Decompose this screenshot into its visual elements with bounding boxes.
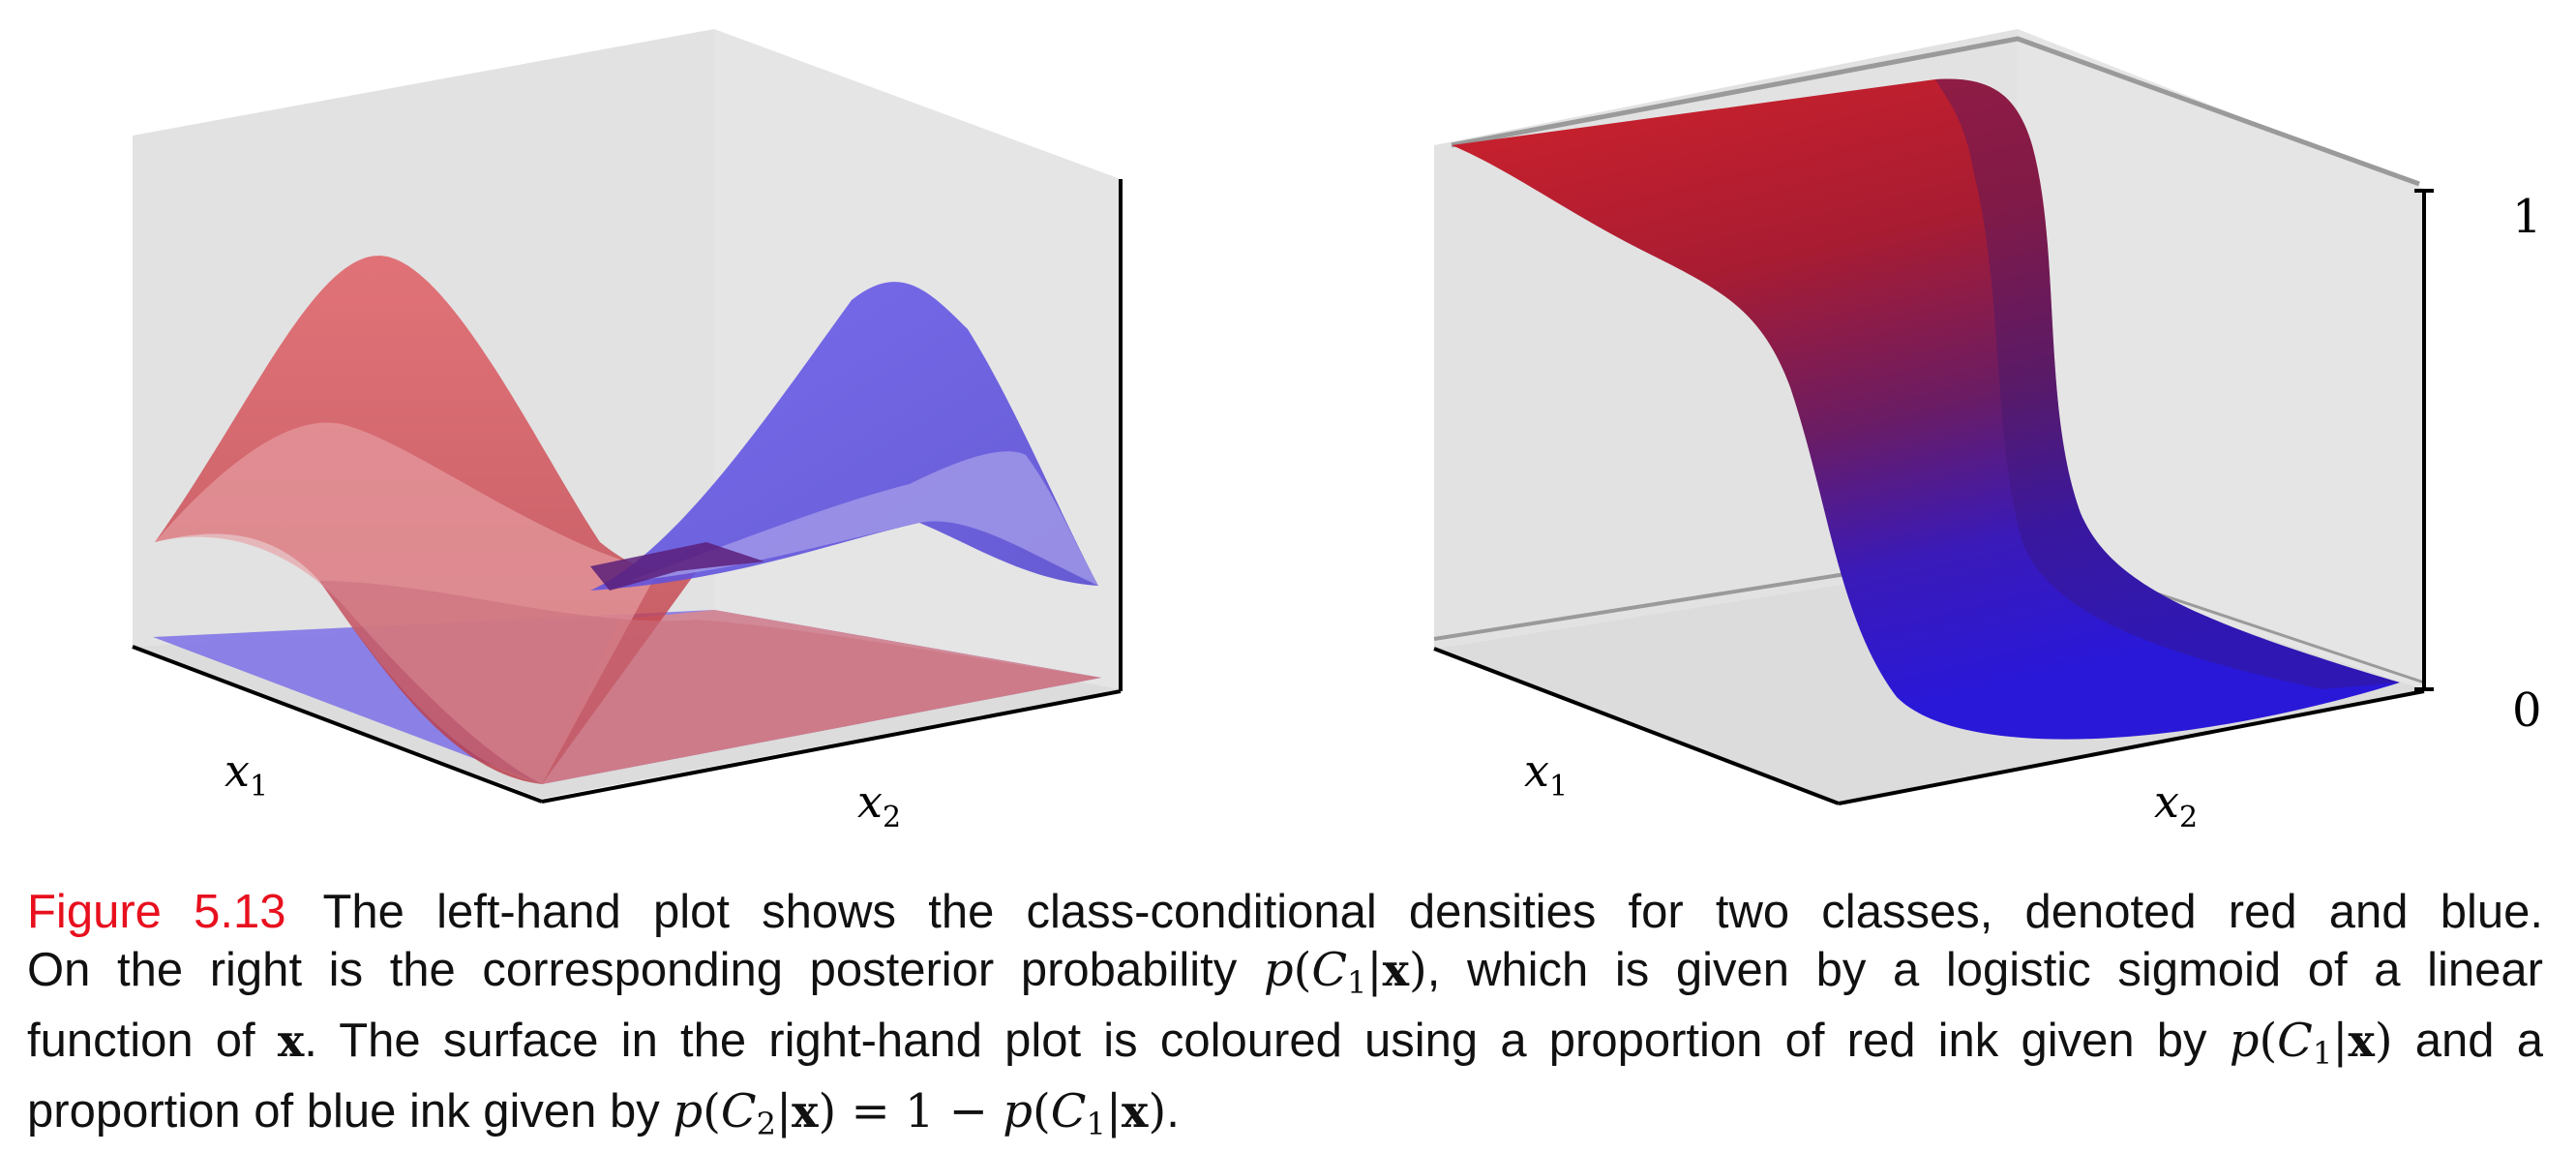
caption-text-3c: and a bbox=[2414, 1015, 2543, 1067]
caption-text-3b: . The surface in the right-hand plot is … bbox=[304, 1015, 2207, 1067]
caption-text-4a: proportion of blue ink given by bbox=[27, 1085, 660, 1138]
math-x: x bbox=[277, 1015, 305, 1067]
left-plot: x1 x2 bbox=[132, 29, 1123, 834]
left-blue-hump-back bbox=[629, 451, 1098, 586]
right-sigmoid-surface bbox=[1452, 78, 2400, 740]
caption-text-2a: On the right is the corresponding poster… bbox=[27, 944, 1238, 996]
right-top-frame bbox=[1451, 36, 2420, 187]
left-red-floor-fold bbox=[319, 581, 1101, 784]
figure-caption: Figure 5.13 The left-hand plot shows the … bbox=[27, 883, 2543, 1153]
caption-text-3a: function of bbox=[27, 1015, 255, 1067]
figure-panels: x1 x2 1 0 x1 x2 bbox=[132, 29, 2542, 834]
right-x2-label: x2 bbox=[2154, 775, 2198, 834]
right-z-tick-label-0: 0 bbox=[2512, 683, 2542, 738]
right-x2-axis bbox=[1838, 689, 2425, 805]
left-x2-axis bbox=[541, 689, 1122, 804]
right-x1-label: x1 bbox=[1524, 744, 1568, 804]
left-overlap-region bbox=[590, 542, 764, 591]
caption-text-2b: , which is given by a logistic sigmoid o… bbox=[1426, 944, 2544, 996]
caption-line-1: Figure 5.13 The left-hand plot shows the … bbox=[27, 883, 2543, 941]
right-sigmoid-side bbox=[1935, 78, 2400, 689]
left-x1-axis bbox=[132, 645, 543, 804]
math-p-c1-given-x-2: p(C1|x) bbox=[2229, 1014, 2393, 1072]
caption-line-3: function of x. The surface in the right-… bbox=[27, 1012, 2543, 1082]
caption-text-1: The left-hand plot shows the class-condi… bbox=[322, 886, 2543, 938]
caption-text-4b: . bbox=[1166, 1085, 1180, 1138]
math-p-c1-given-x: p(C1|x) bbox=[1263, 943, 1427, 1001]
caption-line-2: On the right is the corresponding poster… bbox=[27, 941, 2543, 1012]
figure-label: Figure 5.13 bbox=[27, 886, 286, 938]
left-x1-label: x1 bbox=[225, 744, 268, 804]
left-x2-label: x2 bbox=[857, 775, 901, 834]
right-x1-axis bbox=[1433, 647, 1840, 805]
caption-line-4: proportion of blue ink given by p(C2|x) … bbox=[27, 1082, 2543, 1153]
right-z-tick-label-1: 1 bbox=[2512, 190, 2542, 244]
right-plot: 1 0 x1 x2 bbox=[1433, 29, 2542, 834]
right-back-wall-right bbox=[2018, 29, 2424, 689]
